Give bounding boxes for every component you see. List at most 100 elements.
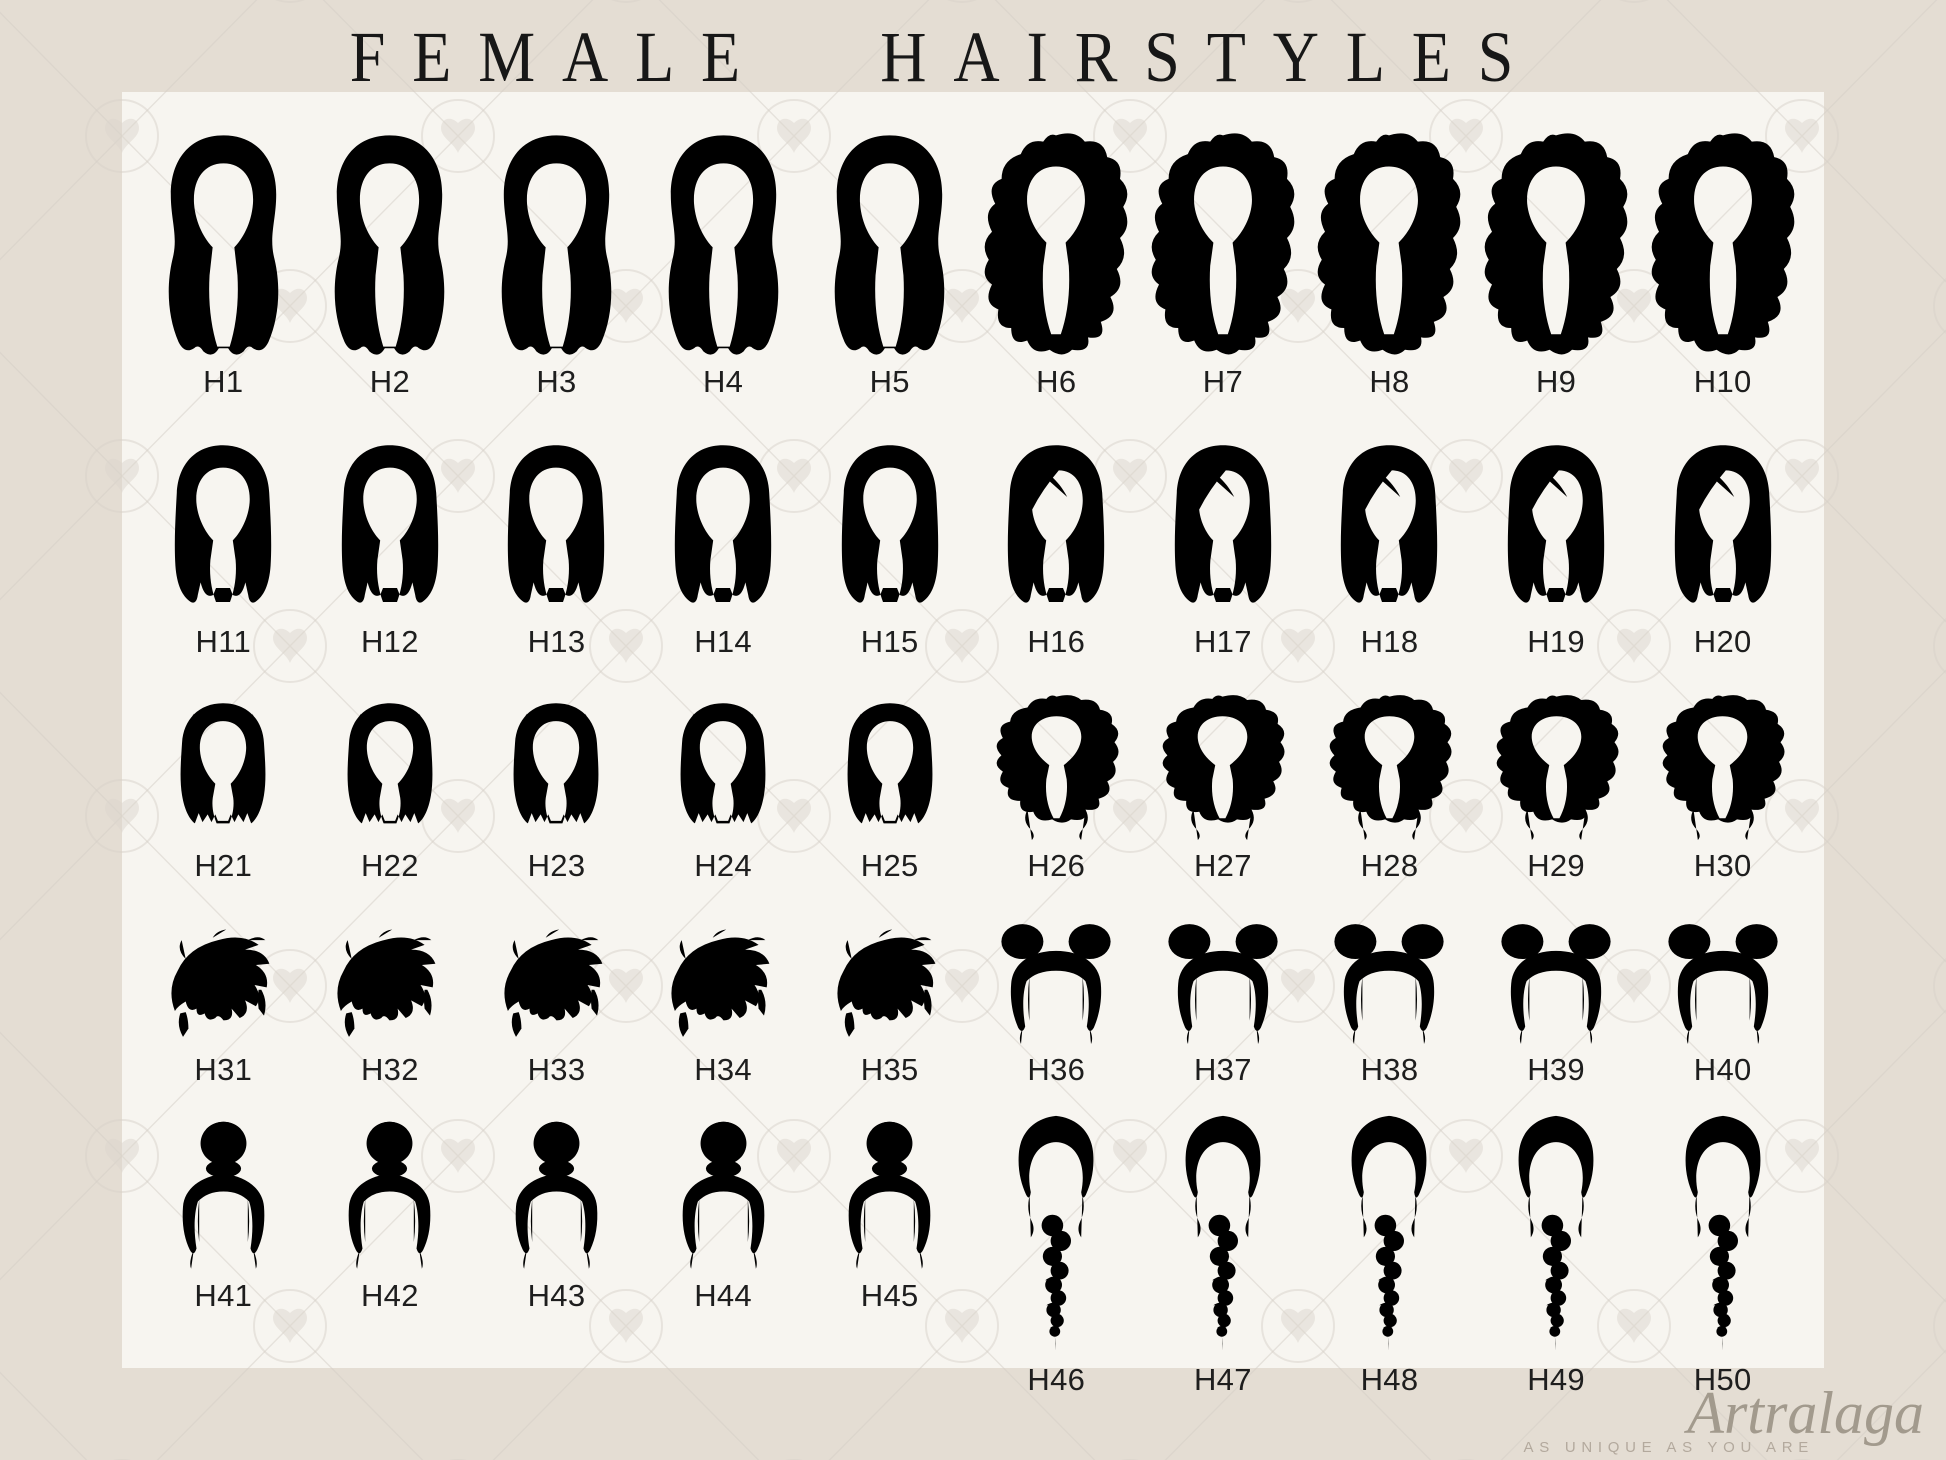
hairstyle-cell: H2 [307, 118, 474, 400]
hairstyle-row: H31 H32 H33 H34 H35 [140, 904, 1806, 1088]
hairstyle-illustration-bob-straight [492, 693, 620, 840]
hairstyle-illustration-pixie [822, 926, 957, 1044]
hairstyle-cell: H42 [307, 1102, 474, 1398]
hairstyle-illustration-top-bun [656, 1118, 791, 1270]
hairstyle-cell: H43 [473, 1102, 640, 1398]
hairstyle-illustration-box [1317, 682, 1462, 840]
hairstyle-illustration-lob-straight [486, 434, 626, 616]
hairstyle-illustration-lob-straight [820, 434, 960, 616]
hairstyle-illustration-long-curly [1309, 123, 1469, 356]
hairstyle-illustration-box [1650, 682, 1795, 840]
hairstyle-illustration-lob-swoop [986, 434, 1126, 616]
hairstyle-illustration-long-curly [1643, 123, 1803, 356]
hairstyle-cell: H35 [806, 904, 973, 1088]
hairstyle-label: H42 [360, 1278, 419, 1313]
hairstyle-illustration-box [653, 428, 793, 616]
hairstyle-illustration-space-buns [1653, 916, 1793, 1044]
hairstyle-illustration-top-bun [822, 1118, 957, 1270]
hairstyle-illustration-box [976, 118, 1136, 356]
hairstyle-illustration-box [1329, 1102, 1449, 1354]
hairstyle-illustration-braid [1163, 1104, 1283, 1354]
hairstyle-illustration-box [1150, 682, 1295, 840]
hairstyle-illustration-box [826, 682, 954, 840]
hairstyle-illustration-braid [1496, 1104, 1616, 1354]
hairstyle-cell: H38 [1306, 904, 1473, 1088]
hairstyle-label: H15 [860, 624, 919, 659]
hairstyle-illustration-long-wavy [312, 123, 467, 356]
hairstyle-cell: H50 [1639, 1102, 1806, 1398]
hairstyle-cell: H5 [806, 118, 973, 400]
hairstyle-label: H14 [694, 624, 752, 659]
hairstyle-cell: H45 [806, 1102, 973, 1398]
hairstyle-illustration-bob-curly [1650, 688, 1795, 840]
hairstyle-illustration-box [492, 682, 620, 840]
hairstyle-cell: H34 [640, 904, 807, 1088]
hairstyle-illustration-lob-straight [153, 434, 293, 616]
hairstyle-cell: H40 [1639, 904, 1806, 1088]
hairstyle-illustration-box [146, 118, 301, 356]
hairstyle-illustration-top-bun [322, 1118, 457, 1270]
hairstyle-label: H44 [694, 1278, 752, 1313]
hairstyle-label: H40 [1693, 1052, 1752, 1087]
hairstyle-illustration-bob-curly [1484, 688, 1629, 840]
hairstyle-illustration-long-curly [976, 123, 1136, 356]
hairstyle-illustration-box [986, 428, 1126, 616]
page-title: FEMALE HAIRSTYLES [349, 17, 1541, 97]
hairstyle-cell: H18 [1306, 428, 1473, 660]
hairstyle-cell: H29 [1473, 682, 1640, 884]
hairstyle-row: H1 H2 H3 H4 H5 [140, 118, 1806, 400]
hairstyle-illustration-box [153, 428, 293, 616]
hairstyle-illustration-long-wavy [646, 123, 801, 356]
hairstyle-label: H23 [527, 848, 586, 883]
hairstyle-illustration-box [1153, 428, 1293, 616]
hairstyle-illustration-box [479, 118, 634, 356]
hairstyle-illustration-box [489, 904, 624, 1044]
hairstyle-illustration-box [1153, 904, 1293, 1044]
hairstyle-label: H39 [1527, 1052, 1585, 1087]
hairstyle-cell: H13 [473, 428, 640, 660]
hairstyle-illustration-bob-straight [826, 693, 954, 840]
hairstyle-label: H7 [1202, 364, 1244, 399]
hairstyle-cell: H31 [140, 904, 307, 1088]
hairstyle-label: H6 [1036, 364, 1077, 399]
hairstyle-cell: H28 [1306, 682, 1473, 884]
hairstyle-row: H41 H42 H43 H44 H45 [140, 1102, 1806, 1398]
hairstyle-cell: H32 [307, 904, 474, 1088]
hairstyle-illustration-box [1319, 428, 1459, 616]
hairstyle-illustration-box [646, 118, 801, 356]
hairstyle-illustration-box [326, 682, 454, 840]
hairstyle-illustration-box [156, 904, 291, 1044]
hairstyle-illustration-lob-straight [320, 434, 460, 616]
hairstyle-illustration-space-buns [1319, 916, 1459, 1044]
hairstyle-illustration-long-wavy [479, 123, 634, 356]
hairstyle-cell: H23 [473, 682, 640, 884]
hairstyle-cell: H1 [140, 118, 307, 400]
hairstyle-cell: H48 [1306, 1102, 1473, 1398]
hairstyle-cell: H14 [640, 428, 807, 660]
hairstyle-illustration-lob-swoop [1486, 434, 1626, 616]
hairstyle-label: H36 [1027, 1052, 1086, 1087]
hairstyle-illustration-box [1484, 682, 1629, 840]
hairstyle-row: H21 H22 H23 H24 H25 [140, 682, 1806, 884]
hairstyle-label: H18 [1360, 624, 1419, 659]
hairstyle-illustration-box [659, 682, 787, 840]
hairstyle-label: H37 [1193, 1052, 1252, 1087]
hairstyle-label: H33 [527, 1052, 586, 1087]
hairstyle-cell: H47 [1140, 1102, 1307, 1398]
hairstyle-label: H19 [1527, 624, 1585, 659]
hairstyle-label: H2 [369, 364, 411, 399]
hairstyle-illustration-box [822, 904, 957, 1044]
hairstyle-cell: H4 [640, 118, 807, 400]
hairstyle-illustration-pixie [656, 926, 791, 1044]
hairstyle-cell: H22 [307, 682, 474, 884]
hairstyle-cell: H26 [973, 682, 1140, 884]
hairstyle-illustration-box [820, 428, 960, 616]
hairstyle-illustration-box [322, 1102, 457, 1270]
hairstyle-illustration-box [1309, 118, 1469, 356]
hairstyle-label: H48 [1360, 1362, 1419, 1397]
hairstyle-illustration-box [1163, 1102, 1283, 1354]
hairstyle-label: H25 [860, 848, 919, 883]
hairstyle-label: H32 [360, 1052, 419, 1087]
hairstyle-cell: H10 [1639, 118, 1806, 400]
hairstyle-illustration-bob-straight [326, 693, 454, 840]
